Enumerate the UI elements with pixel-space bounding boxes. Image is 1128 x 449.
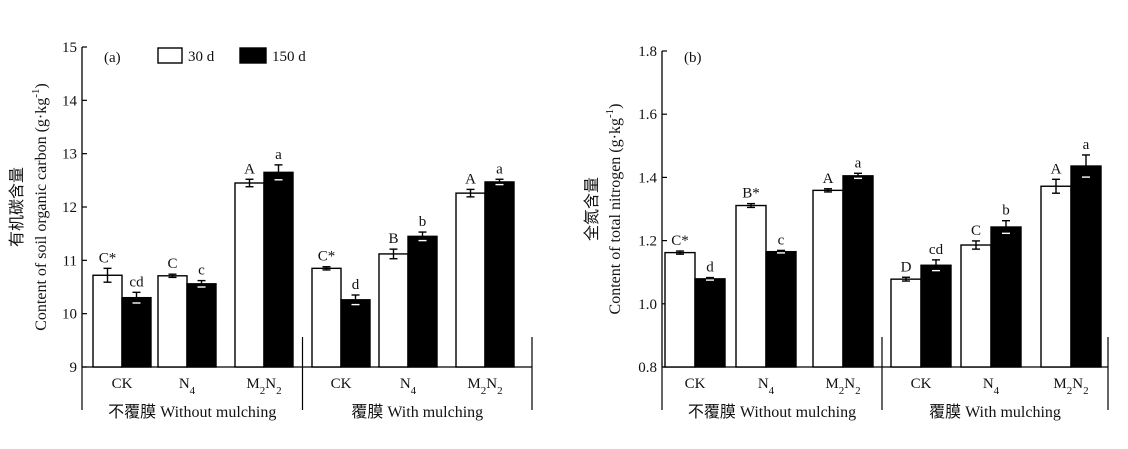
bar (1040, 185, 1072, 368)
category-label: N4 (179, 376, 196, 397)
group-label: 覆膜 With mulching (351, 403, 483, 421)
bar (990, 226, 1022, 368)
legend-label: 30 d (188, 49, 215, 65)
bar (920, 264, 952, 368)
y-tick-label: 1.8 (638, 44, 657, 60)
significance-label: C* (318, 249, 336, 265)
significance-label: c (198, 263, 205, 279)
bar (407, 235, 438, 368)
significance-label: C (971, 223, 981, 239)
category-label: N4 (400, 376, 417, 397)
bar (121, 296, 152, 368)
y-tick-label: 15 (62, 40, 77, 56)
y-tick-label: 9 (70, 360, 78, 376)
group-label: 覆膜 With mulching (929, 403, 1061, 421)
y-tick-label: 0.8 (638, 360, 657, 376)
category-label: M2N2 (1053, 376, 1088, 397)
y-axis-title-en: Content of soil organic carbon (g·kg-1) (30, 83, 50, 330)
significance-label: C (167, 256, 177, 272)
y-tick-label: 12 (62, 200, 77, 216)
y-tick-label: 1.4 (638, 170, 657, 186)
category-label: M2N2 (467, 376, 502, 397)
significance-label: A (244, 161, 255, 177)
bar (234, 182, 265, 368)
significance-label: C* (99, 250, 117, 266)
panel-label: (b) (684, 50, 702, 66)
bar (890, 278, 922, 368)
legend-label: 150 d (272, 49, 306, 65)
y-axis-title-text: Content of soil organic carbon (g·kg (33, 98, 50, 331)
significance-label: cd (129, 274, 144, 290)
significance-label: c (778, 232, 785, 248)
legend-swatch-30d (157, 47, 183, 64)
y-axis-title-unit-sup: -1 (604, 109, 616, 118)
bar (157, 275, 188, 368)
bar (842, 175, 874, 368)
category-label: M2N2 (825, 376, 860, 397)
significance-label: a (855, 155, 862, 171)
y-axis-title-cn: 全氮含量 (583, 177, 601, 241)
panel-label: (a) (104, 50, 121, 66)
bar (812, 189, 844, 368)
y-tick-label: 11 (63, 253, 77, 269)
significance-label: a (1083, 137, 1090, 153)
category-label: M2N2 (246, 376, 281, 397)
bar (92, 274, 123, 368)
bar (735, 204, 767, 368)
category-label: CK (112, 376, 133, 392)
significance-label: B (388, 231, 398, 247)
category-label: CK (331, 376, 352, 392)
y-tick-label: 13 (62, 147, 77, 163)
significance-label: d (706, 260, 714, 276)
legend-swatch-150d (239, 47, 267, 64)
y-tick-label: 14 (62, 93, 78, 109)
bar (960, 244, 992, 368)
y-axis-title-close: ) (607, 104, 624, 109)
bar (455, 192, 486, 368)
significance-label: A (1051, 161, 1062, 177)
bar (263, 171, 294, 368)
category-label: CK (685, 376, 706, 392)
bar (765, 250, 797, 368)
bar (186, 283, 217, 368)
significance-label: d (352, 277, 360, 293)
significance-label: A (465, 171, 476, 187)
bar (1070, 165, 1102, 368)
group-label: 不覆膜 Without mulching (108, 403, 276, 421)
significance-label: cd (929, 242, 944, 258)
y-axis-title-close: ) (33, 83, 50, 88)
category-label: CK (911, 376, 932, 392)
y-tick-label: 1.2 (638, 234, 657, 250)
bar (694, 278, 726, 368)
significance-label: a (275, 147, 282, 163)
y-tick-label: 1.0 (638, 297, 657, 313)
y-axis-title-text: Content of total nitrogen (g·kg (607, 118, 624, 314)
category-label: N4 (758, 376, 775, 397)
significance-label: b (419, 214, 427, 230)
significance-label: C* (671, 233, 689, 249)
significance-label: D (901, 259, 912, 275)
significance-label: b (1002, 203, 1010, 219)
category-label: N4 (983, 376, 1000, 397)
bar (340, 299, 371, 368)
y-tick-label: 10 (62, 307, 77, 323)
y-axis-title-unit-sup: -1 (30, 89, 42, 98)
bar (484, 181, 515, 368)
y-axis-title-en: Content of total nitrogen (g·kg-1) (604, 104, 624, 315)
significance-label: a (496, 161, 503, 177)
significance-label: B* (742, 186, 760, 202)
bar (664, 251, 696, 368)
group-label: 不覆膜 Without mulching (688, 403, 856, 421)
bar (311, 267, 342, 368)
y-axis-title-cn: 有机碳含量 (8, 167, 26, 247)
y-tick-label: 1.6 (638, 107, 657, 123)
bar (378, 253, 409, 368)
significance-label: A (823, 171, 834, 187)
